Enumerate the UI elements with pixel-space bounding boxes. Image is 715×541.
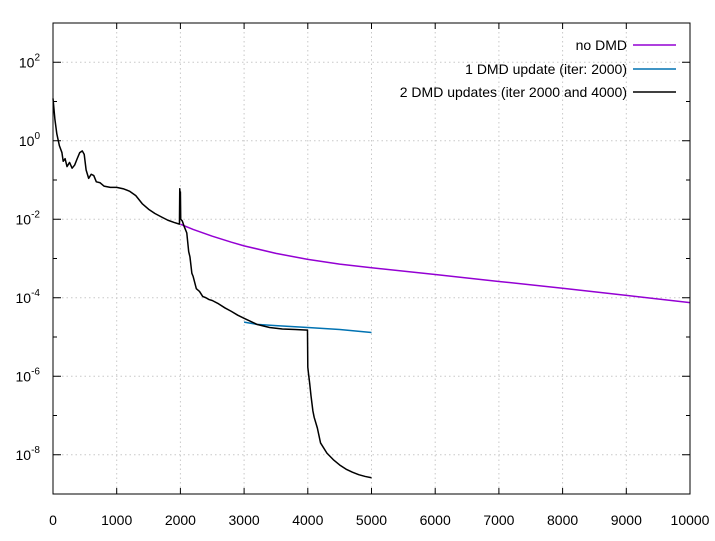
y-tick-label: 10-2 — [16, 209, 41, 227]
x-tick-label: 3000 — [229, 512, 260, 528]
x-tick-labels: 0 1000 2000 3000 4000 5000 6000 7000 8000 9000 100… — [49, 512, 710, 528]
series-lines — [52, 98, 691, 479]
series-line-3 — [52, 98, 372, 479]
series-line-1 — [180, 223, 691, 304]
x-tick-label: 7000 — [483, 512, 514, 528]
y-tick-label: 102 — [19, 52, 41, 70]
x-tick-label: 9000 — [611, 512, 642, 528]
y-tick-label: 10-4 — [16, 288, 41, 306]
x-tick-label: 10000 — [671, 512, 710, 528]
x-tick-label: 5000 — [356, 512, 387, 528]
legend-label-2: 1 DMD update (iter: 2000) — [465, 61, 627, 77]
axis-ticks — [52, 22, 691, 495]
y-tick-labels: 10-8 10-6 10-4 10-2 100 102 — [16, 52, 41, 463]
x-tick-label: 8000 — [547, 512, 578, 528]
x-tick-label: 2000 — [165, 512, 196, 528]
y-tick-label: 10-8 — [16, 445, 41, 463]
legend-label-3: 2 DMD updates (iter 2000 and 4000) — [400, 84, 627, 100]
x-tick-label: 4000 — [292, 512, 323, 528]
legend: no DMD 1 DMD update (iter: 2000) 2 DMD upd… — [400, 37, 676, 100]
y-tick-label: 10-6 — [16, 366, 41, 384]
y-tick-label: 100 — [19, 131, 41, 149]
x-tick-label: 6000 — [420, 512, 451, 528]
x-tick-label: 0 — [49, 512, 57, 528]
x-tick-label: 1000 — [101, 512, 132, 528]
legend-label-1: no DMD — [576, 37, 627, 53]
grid — [53, 23, 690, 494]
